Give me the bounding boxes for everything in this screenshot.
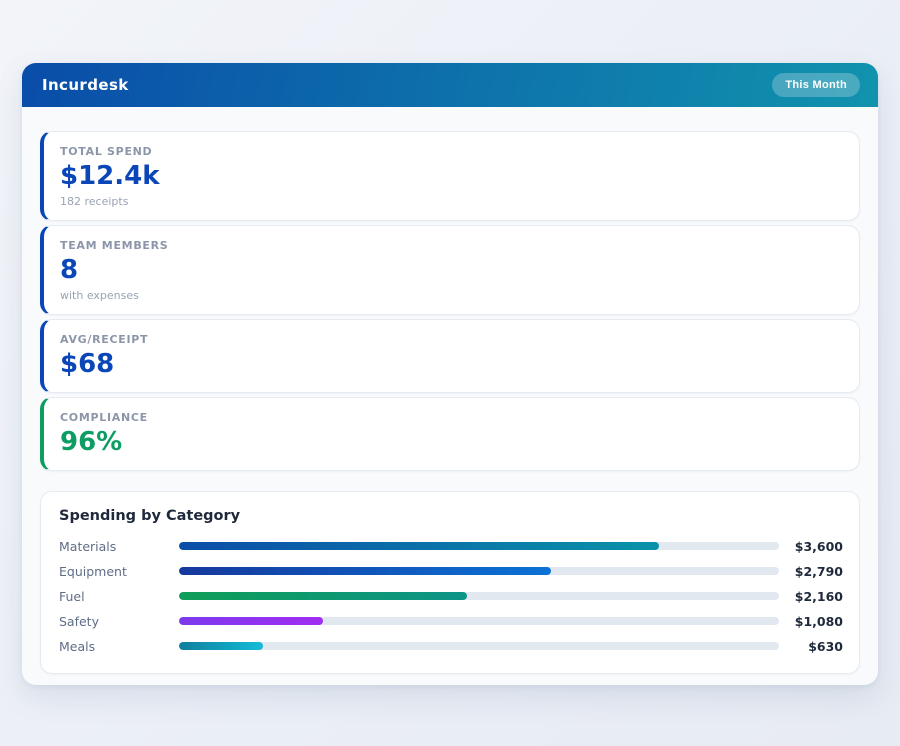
bar-fill <box>179 542 659 551</box>
bar-row-safety: Safety $1,080 <box>59 609 843 634</box>
stat-card-compliance: COMPLIANCE 96% <box>40 396 860 471</box>
spending-card-title: Spending by Category <box>59 507 241 524</box>
period-badge[interactable]: This Month <box>772 73 860 97</box>
stat-card-team-members: TEAM MEMBERS 8 with expenses <box>40 224 860 315</box>
app-title: Incurdesk <box>42 76 129 94</box>
bar-row-materials: Materials $3,600 <box>59 534 843 559</box>
bar-label: Equipment <box>59 563 127 579</box>
bar-value: $2,160 <box>794 588 843 604</box>
stat-value: $68 <box>60 348 115 379</box>
bar-label: Materials <box>59 538 117 554</box>
stat-value: 96% <box>60 426 123 457</box>
bar-track <box>179 592 779 601</box>
stat-card-avg-receipt: AVG/RECEIPT $68 <box>40 318 860 393</box>
bar-label: Meals <box>59 638 96 654</box>
bar-row-meals: Meals $630 <box>59 634 843 659</box>
stat-label: COMPLIANCE <box>60 410 148 424</box>
stat-label: TEAM MEMBERS <box>60 238 169 252</box>
bar-row-equipment: Equipment $2,790 <box>59 559 843 584</box>
bar-track <box>179 617 779 626</box>
bar-fill <box>179 642 263 651</box>
bar-fill <box>179 617 323 626</box>
stat-subtext: with expenses <box>60 288 139 302</box>
bar-fill <box>179 567 551 576</box>
panel-body: TOTAL SPEND $12.4k 182 receipts TEAM MEM… <box>22 107 878 685</box>
bar-value: $1,080 <box>794 613 843 629</box>
bar-track <box>179 567 779 576</box>
stat-label: AVG/RECEIPT <box>60 332 149 346</box>
spending-by-category-card: Spending by Category Materials $3,600 Eq… <box>40 490 860 674</box>
stat-label: TOTAL SPEND <box>60 145 153 158</box>
bar-track <box>179 542 779 551</box>
stat-value: 8 <box>60 254 79 285</box>
bar-label: Fuel <box>59 588 85 604</box>
bar-value: $2,790 <box>794 563 843 579</box>
bar-label: Safety <box>59 613 99 629</box>
stat-card-total-spend: TOTAL SPEND $12.4k 182 receipts <box>40 131 860 221</box>
bar-fill <box>179 592 467 601</box>
app-header: Incurdesk This Month <box>22 63 878 107</box>
stat-value: $12.4k <box>60 161 160 191</box>
bar-value: $630 <box>808 638 843 654</box>
dashboard-panel: Incurdesk This Month TOTAL SPEND $12.4k … <box>22 63 878 685</box>
bar-row-fuel: Fuel $2,160 <box>59 584 843 609</box>
bar-value: $3,600 <box>794 538 843 554</box>
stat-subtext: 182 receipts <box>60 194 129 208</box>
bar-track <box>179 642 779 651</box>
